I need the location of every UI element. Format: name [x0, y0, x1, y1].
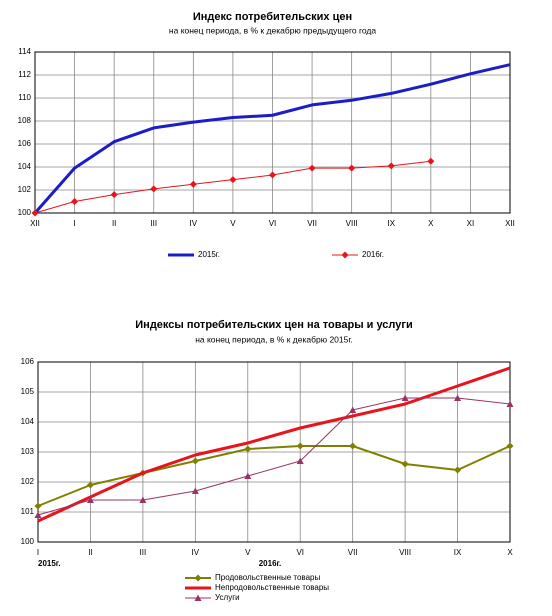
y-tick-label: 105	[21, 387, 35, 396]
y-tick-label: 104	[18, 162, 32, 171]
marker	[427, 157, 435, 165]
y-tick-label: 106	[21, 357, 35, 366]
plot-frame	[37, 361, 511, 543]
y-tick-label: 106	[18, 139, 32, 148]
x-tick-label: II	[112, 219, 116, 228]
marker	[348, 164, 356, 172]
x-tick-label: II	[88, 548, 92, 557]
legend-marker	[341, 251, 349, 259]
marker	[349, 442, 357, 450]
marker	[296, 457, 304, 464]
chart-title: Индексы потребительских цен на товары и …	[135, 319, 412, 331]
x-tick-label: IV	[192, 548, 200, 557]
marker	[86, 481, 94, 489]
annotation: 2015г.	[38, 559, 61, 568]
marker	[401, 394, 409, 401]
x-tick-label: IV	[190, 219, 198, 228]
x-tick-label: X	[428, 219, 434, 228]
marker	[244, 472, 252, 479]
y-tick-label: 104	[21, 417, 35, 426]
x-tick-label: VI	[269, 219, 277, 228]
legend-label: 2016г.	[362, 250, 384, 259]
chart-subtitle: на конец периода, в % к декабрю предыдущ…	[169, 25, 376, 35]
series-line	[37, 397, 511, 516]
marker	[86, 496, 94, 503]
legend-label: 2015г.	[198, 250, 220, 259]
y-tick-label: 102	[18, 185, 32, 194]
x-tick-label: V	[245, 548, 251, 557]
x-tick-label: VII	[348, 548, 358, 557]
y-tick-label: 114	[18, 47, 31, 56]
series-line	[37, 366, 511, 523]
marker	[454, 394, 462, 401]
marker	[506, 442, 514, 450]
marker	[349, 406, 357, 413]
y-tick-label: 100	[18, 208, 32, 217]
marker	[110, 191, 118, 199]
marker	[150, 185, 158, 193]
marker	[308, 164, 316, 172]
marker	[401, 460, 409, 468]
x-tick-label: I	[37, 548, 39, 557]
marker	[71, 198, 79, 205]
x-tick-label: VII	[307, 219, 317, 228]
marker	[139, 496, 147, 503]
marker	[244, 445, 252, 453]
marker	[189, 180, 197, 188]
x-tick-label: VIII	[399, 548, 411, 557]
marker	[387, 162, 395, 170]
x-tick-label: III	[150, 219, 157, 228]
chart-title: Индекс потребительских цен	[193, 11, 352, 23]
marker	[31, 209, 39, 217]
series-line	[33, 63, 511, 214]
x-tick-label: VI	[296, 548, 304, 557]
marker	[34, 502, 42, 510]
marker	[191, 457, 199, 465]
x-tick-label: IX	[454, 548, 462, 557]
marker	[34, 511, 42, 518]
plot-frame	[34, 51, 511, 214]
y-tick-label: 112	[18, 70, 31, 79]
marker	[296, 442, 304, 450]
x-tick-label: XII	[30, 219, 40, 228]
legend-label: Услуги	[215, 593, 240, 602]
y-tick-label: 108	[18, 116, 32, 125]
x-tick-label: IX	[387, 219, 395, 228]
annotation: 2016г.	[259, 559, 282, 568]
marker	[269, 171, 276, 179]
x-tick-label: I	[73, 219, 75, 228]
legend-label: Продовольственные товары	[215, 573, 320, 582]
legend-label: Непродовольственные товары	[215, 583, 329, 592]
x-tick-label: VIII	[346, 219, 358, 228]
chart-subtitle: на конец периода, в % к декабрю 2015г.	[195, 334, 353, 344]
x-tick-label: XI	[467, 219, 475, 228]
marker	[506, 400, 514, 407]
x-tick-label: III	[140, 548, 147, 557]
legend-marker	[194, 574, 202, 582]
y-tick-label: 103	[21, 447, 35, 456]
marker	[191, 487, 199, 494]
marker	[454, 466, 462, 474]
x-tick-label: XII	[505, 219, 515, 228]
y-tick-label: 100	[21, 537, 35, 546]
marker	[229, 176, 237, 184]
y-tick-label: 102	[21, 477, 35, 486]
series-line	[37, 445, 511, 507]
y-tick-label: 110	[18, 93, 31, 102]
x-tick-label: X	[507, 548, 513, 557]
x-tick-label: V	[230, 219, 236, 228]
legend-marker	[194, 594, 202, 601]
y-tick-label: 101	[21, 507, 35, 516]
